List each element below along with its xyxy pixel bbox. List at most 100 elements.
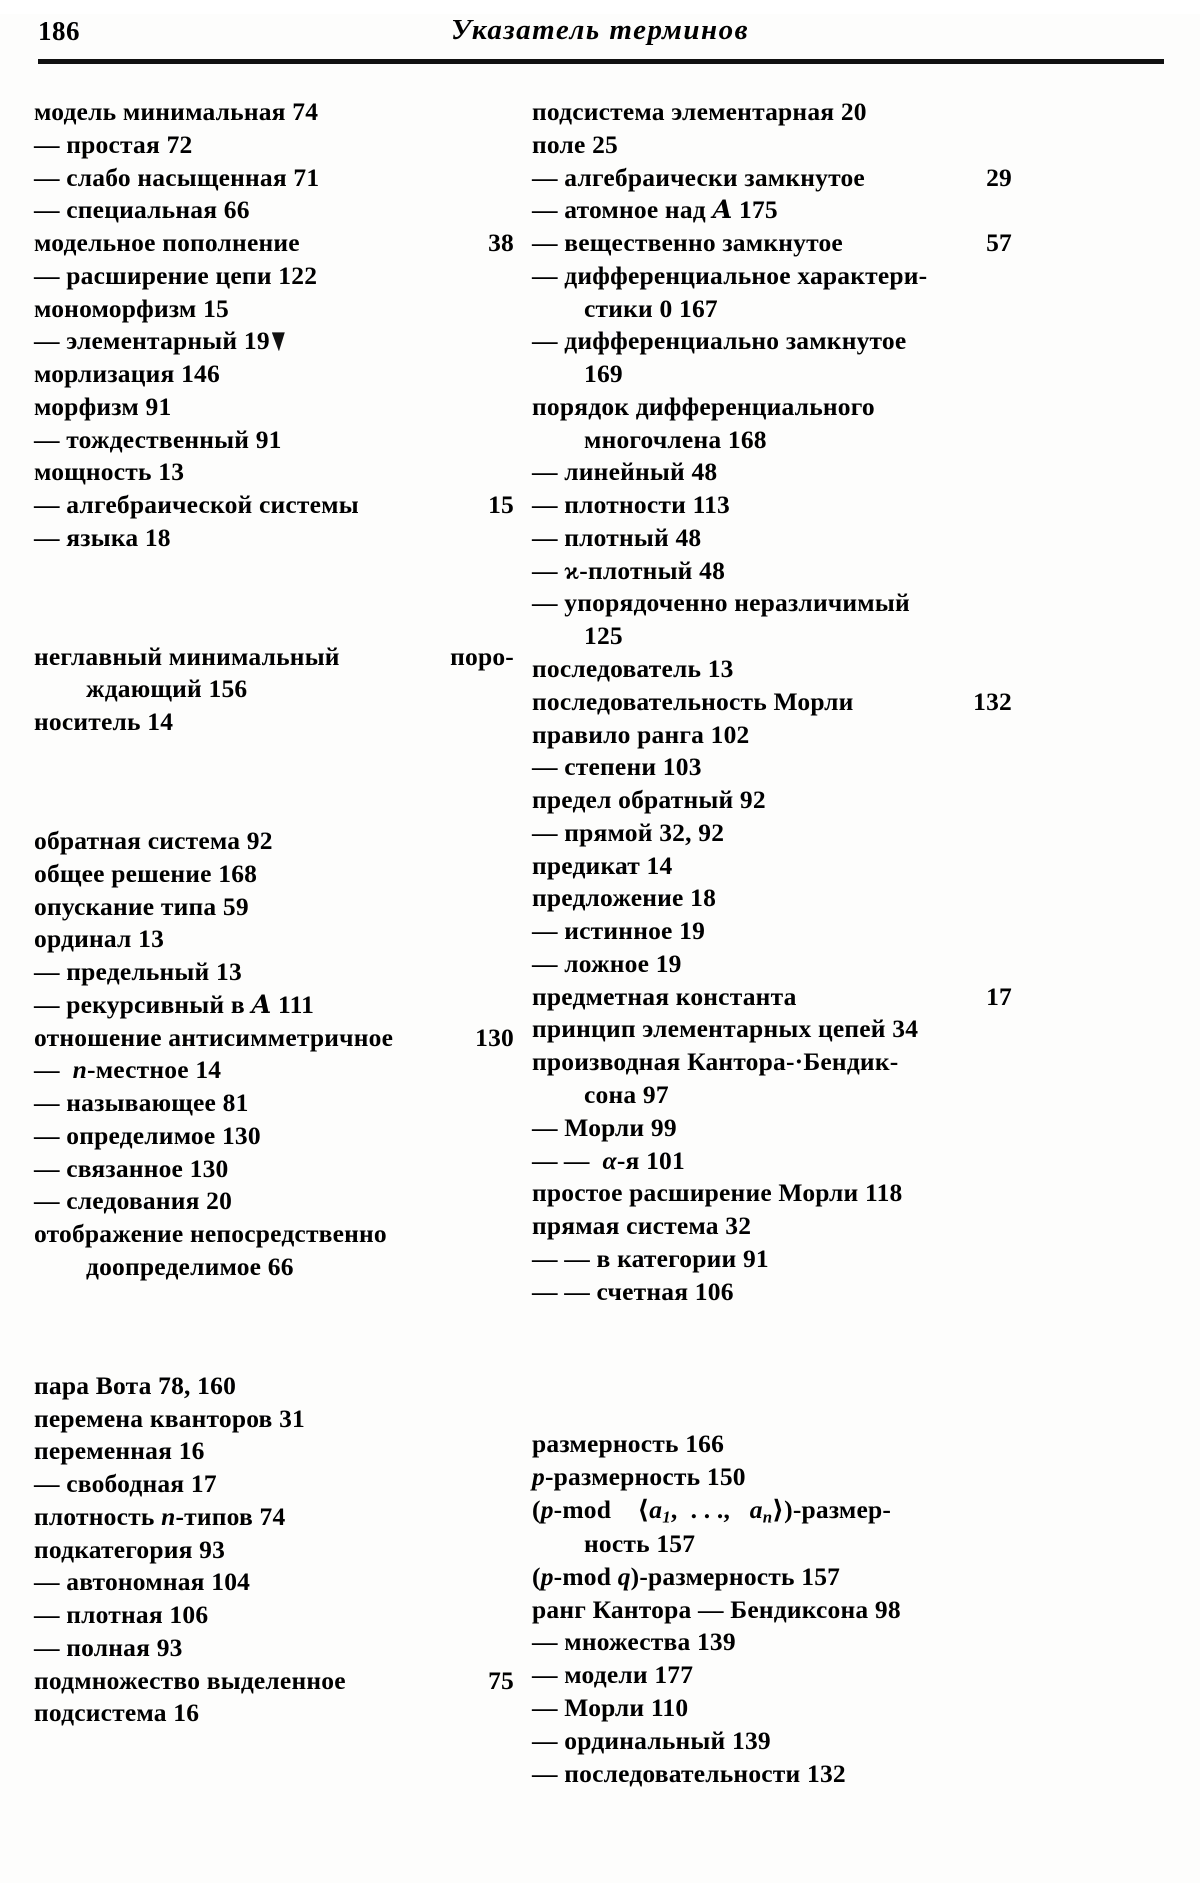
index-entry: последовательность Морли 132: [532, 686, 1012, 719]
entry-block-r: размерность 166 p-размерность 150 (p-mod…: [532, 1428, 1012, 1790]
index-entry: — называющее 81: [34, 1088, 249, 1118]
index-entry: порядок дифференциального: [532, 391, 1012, 424]
entry-page: 38: [488, 228, 514, 258]
index-entry: — плотная 106: [34, 1600, 209, 1630]
index-entry: 169: [584, 359, 623, 389]
index-entry: — плотный 48: [532, 522, 702, 552]
index-entry: — ложное 19: [532, 948, 682, 978]
entry-term: порядок дифференциального: [532, 391, 875, 421]
italic-p-symbol: p: [540, 1494, 554, 1524]
index-entry: обратная система 92: [34, 826, 273, 856]
entry-term: отношение антисимметричное: [34, 1022, 394, 1052]
index-entry: предложение 18: [532, 883, 717, 913]
index-entry: — дифференциальное характери-: [532, 260, 928, 290]
index-entry: — плотности 113: [532, 490, 731, 520]
page-number: 186: [38, 16, 80, 46]
index-entry: — Морли 110: [532, 1693, 689, 1722]
entry-term: подмножество выделенное: [34, 1665, 346, 1695]
index-entry: — автономная 104: [34, 1567, 251, 1597]
index-entry: сона 97: [584, 1079, 669, 1109]
entry-text: — рекурсивный в: [34, 989, 245, 1019]
index-entry: — связанное 130: [34, 1153, 229, 1183]
index-entry: — тождественный 91: [34, 424, 282, 454]
entry-page: 29: [986, 162, 1012, 192]
right-column: подсистема элементарная 20 поле 25 — алг…: [532, 96, 1012, 1790]
entry-term: предметная константа: [532, 981, 797, 1011]
index-entry: — последовательности 132: [532, 1758, 846, 1788]
entry-text: -местное 14: [87, 1055, 222, 1085]
index-entry: морлизация 146: [34, 359, 220, 389]
index-entry-formula: (p-mod ⟨a1, . . ., an⟩)-размер-: [532, 1494, 892, 1527]
entry-page: -типов 74: [175, 1501, 286, 1531]
index-entry: — элементарный 19: [34, 325, 514, 358]
entry-page: 15: [488, 490, 514, 520]
italic-n-symbol: n: [72, 1055, 88, 1085]
index-entry: мощность 13: [34, 457, 185, 487]
index-entry: морфизм 91: [34, 391, 172, 421]
index-entry: — свободная 17: [34, 1469, 217, 1499]
index-entry-formula: (p-mod q)-размерность 157: [532, 1561, 841, 1591]
entry-term: последовательность Морли: [532, 686, 854, 716]
index-entry: неглавный минимальный поро-: [34, 641, 514, 674]
index-entry: модель минимальная 74: [34, 97, 319, 126]
index-entry: ранг Кантора — Бендиксона 98: [532, 1594, 901, 1624]
index-entry: многочлена 168: [584, 424, 767, 454]
index-entry: — предельный 13: [34, 957, 242, 987]
fraktur-a-symbol: A: [712, 195, 733, 226]
index-entry: — — α-я 101: [532, 1145, 1012, 1178]
italic-p-symbol: p: [540, 1561, 554, 1591]
entry-block-m: модель минимальная 74 — простая 72 — сла…: [34, 96, 514, 555]
entry-term: — алгебраической системы: [34, 490, 359, 520]
index-entry: производная Кантора-·Бендик-: [532, 1046, 1012, 1079]
entry-text: плотность: [34, 1501, 155, 1531]
entry-term: — вещественно замкнутое: [532, 228, 843, 258]
entry-term: — дифференциально замкнутое: [532, 326, 907, 356]
index-entry: последователь 13: [532, 654, 734, 684]
entry-text: — элементарный 19: [34, 326, 270, 356]
entry-dash: —: [34, 1055, 60, 1085]
index-entry: — слабо насыщенная 71: [34, 162, 320, 192]
index-entry: переменная 16: [34, 1436, 205, 1466]
page-title: Указатель терминов: [450, 14, 750, 46]
index-entry: принцип элементарных цепей 34: [532, 1014, 919, 1044]
index-entry: — полная 93: [34, 1632, 183, 1662]
index-entry: отношение антисимметричное 130: [34, 1022, 514, 1055]
index-entry: предметная константа 17: [532, 981, 1012, 1014]
index-entry: 125: [584, 621, 623, 651]
index-entry: подсистема 16: [34, 1698, 200, 1728]
index-entry: — модели 177: [532, 1660, 694, 1690]
entry-term: отображение непосредственно: [34, 1219, 387, 1249]
index-entry: — расширение цепи 122: [34, 260, 318, 290]
index-entry: — n-местное 14: [34, 1054, 514, 1087]
alpha-symbol: α: [602, 1145, 617, 1175]
index-entry: общее решение 168: [34, 858, 258, 888]
left-column: модель минимальная 74 — простая 72 — сла…: [34, 96, 514, 1790]
entry-page: 132: [973, 686, 1012, 716]
index-entry: предел обратный 92: [532, 785, 766, 815]
index-entry: — рекурсивный в A 111: [34, 989, 514, 1022]
index-entry: доопределимое 66: [86, 1251, 294, 1281]
italic-p-symbol: p: [532, 1462, 545, 1492]
index-entry: подсистема элементарная 20: [532, 97, 867, 126]
italic-a-symbol: an: [749, 1494, 773, 1527]
index-entry: — упорядоченно неразличимый: [532, 587, 1012, 620]
index-page: 186 Указатель терминов модель минимальна…: [0, 14, 1200, 1883]
index-entry: — ординальный 139: [532, 1725, 771, 1755]
index-entry: — алгебраически замкнутое 29: [532, 162, 1012, 195]
index-entry: поле 25: [532, 129, 619, 159]
index-entry: отображение непосредственно: [34, 1218, 514, 1251]
italic-a-symbol: a1: [649, 1494, 671, 1527]
index-entry: мономорфизм 15: [34, 293, 229, 323]
index-entry: подкатегория 93: [34, 1534, 226, 1564]
index-entry: стики 0 167: [584, 293, 718, 323]
index-entry: — простая 72: [34, 129, 193, 159]
entry-term: — алгебраически замкнутое: [532, 162, 865, 192]
entry-block-o: обратная система 92 общее решение 168 оп…: [34, 825, 514, 1284]
entry-page: поро-: [450, 641, 514, 671]
index-entry: модельное пополнение 38: [34, 227, 514, 260]
index-entry: — языка 18: [34, 522, 171, 552]
entry-page: 17: [986, 981, 1012, 1011]
index-entry: ординал 13: [34, 924, 165, 954]
entry-text: -я 101: [616, 1145, 685, 1175]
scan-artifact-icon: [271, 332, 285, 352]
